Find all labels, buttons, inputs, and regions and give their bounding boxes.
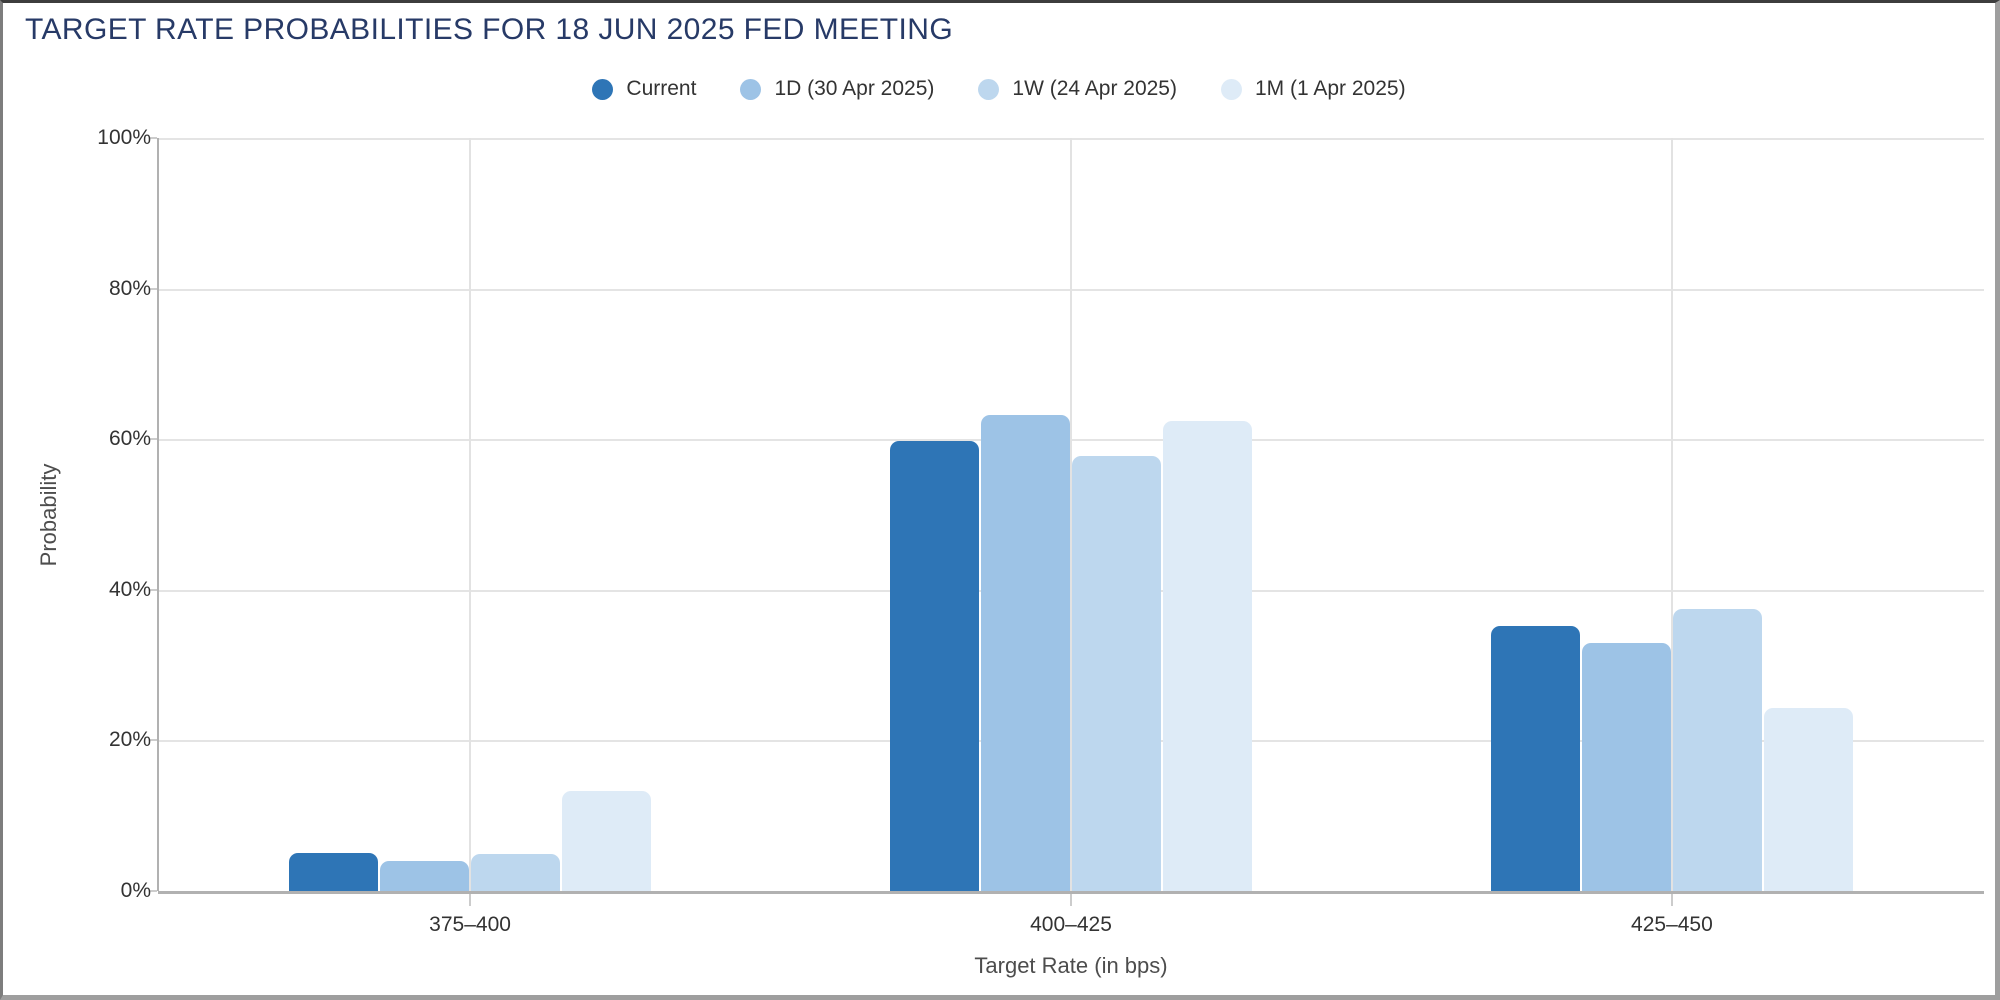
legend: Current 1D (30 Apr 2025) 1W (24 Apr 2025) 1… bbox=[3, 77, 1995, 101]
y-axis-line bbox=[157, 138, 159, 891]
x-axis-tick bbox=[1070, 894, 1072, 906]
legend-label: 1M (1 Apr 2025) bbox=[1254, 77, 1406, 100]
bar-1m-375-400[interactable] bbox=[562, 790, 652, 891]
x-tick-label: 425–450 bbox=[1631, 913, 1713, 936]
y-axis-title: Probability bbox=[36, 463, 61, 566]
x-axis-tick bbox=[1670, 894, 1673, 906]
legend-swatch-icon bbox=[740, 78, 762, 100]
v-gridline bbox=[1070, 138, 1072, 891]
y-axis-tick bbox=[149, 287, 157, 290]
y-tick-label: 60% bbox=[108, 427, 151, 451]
y-axis-tick bbox=[149, 137, 157, 139]
legend-label: 1D (30 Apr 2025) bbox=[774, 77, 935, 100]
x-axis-line bbox=[158, 891, 1984, 894]
legend-label: 1W (24 Apr 2025) bbox=[1012, 77, 1177, 100]
x-tick-label: 400–425 bbox=[1030, 913, 1112, 936]
bar-1w-400-425[interactable] bbox=[1072, 455, 1161, 891]
bar-1d-400-425[interactable] bbox=[981, 415, 1070, 891]
y-axis-tick bbox=[149, 890, 157, 892]
v-gridline bbox=[1670, 138, 1673, 891]
legend-label: Current bbox=[626, 77, 697, 100]
legend-item-current[interactable]: Current bbox=[592, 77, 696, 101]
v-gridline bbox=[469, 138, 472, 891]
chart-title: TARGET RATE PROBABILITIES FOR 18 JUN 202… bbox=[25, 13, 954, 46]
bar-1d-375-400[interactable] bbox=[380, 860, 470, 891]
y-axis-tick bbox=[149, 739, 157, 742]
y-tick-label: 0% bbox=[120, 879, 151, 902]
y-tick-label: 40% bbox=[108, 577, 151, 601]
x-axis-title: Target Rate (in bps) bbox=[974, 953, 1168, 978]
bar-1d-425-450[interactable] bbox=[1581, 643, 1671, 891]
bar-1w-425-450[interactable] bbox=[1672, 609, 1762, 891]
x-axis-tick bbox=[469, 894, 472, 906]
x-tick-label: 375–400 bbox=[429, 913, 511, 936]
legend-swatch-icon bbox=[592, 78, 614, 100]
y-axis-tick bbox=[149, 438, 157, 441]
y-tick-label: 80% bbox=[108, 276, 151, 300]
bar-1m-425-450[interactable] bbox=[1763, 708, 1853, 891]
plot-area bbox=[158, 138, 1984, 891]
legend-item-1m[interactable]: 1M (1 Apr 2025) bbox=[1220, 77, 1406, 101]
legend-swatch-icon bbox=[1220, 78, 1242, 100]
bar-current-375-400[interactable] bbox=[289, 852, 379, 891]
y-tick-label: 100% bbox=[97, 126, 151, 149]
legend-swatch-icon bbox=[978, 78, 1000, 100]
bar-1m-400-425[interactable] bbox=[1163, 421, 1252, 891]
bar-current-425-450[interactable] bbox=[1490, 625, 1580, 891]
bar-1w-375-400[interactable] bbox=[471, 854, 561, 891]
legend-item-1w[interactable]: 1W (24 Apr 2025) bbox=[978, 77, 1177, 101]
y-tick-label: 20% bbox=[108, 728, 151, 752]
bar-current-400-425[interactable] bbox=[890, 441, 979, 891]
y-axis-tick bbox=[149, 588, 157, 591]
legend-item-1d[interactable]: 1D (30 Apr 2025) bbox=[740, 77, 934, 101]
